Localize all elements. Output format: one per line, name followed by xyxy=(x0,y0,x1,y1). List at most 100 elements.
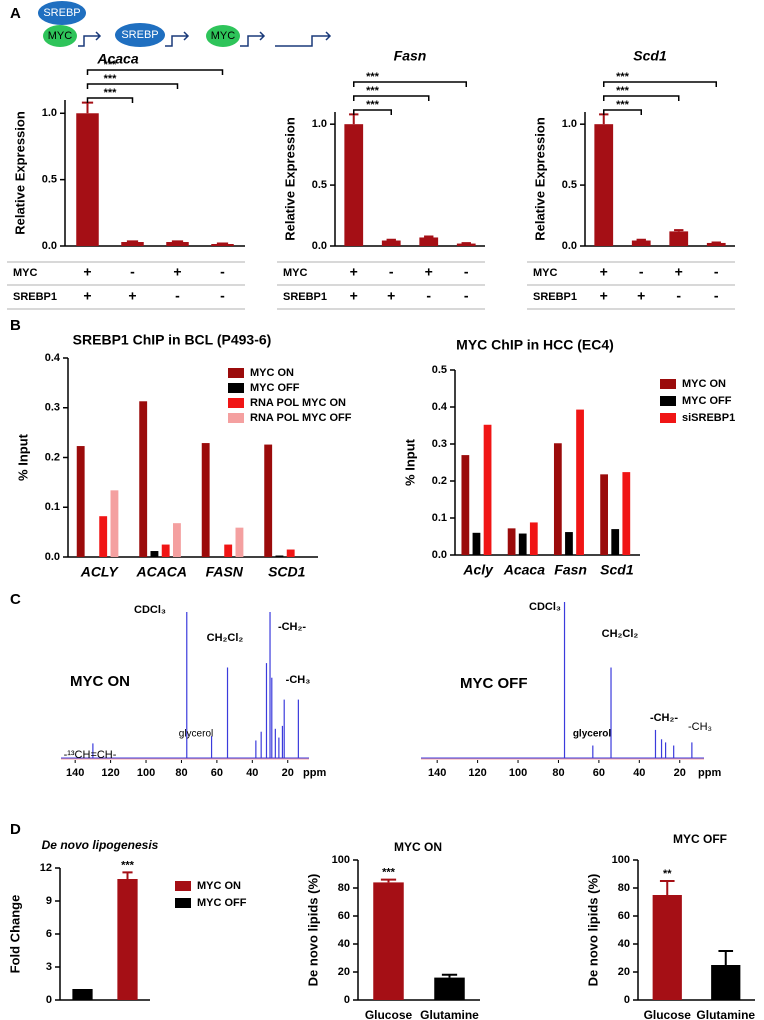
significance-label: *** xyxy=(366,99,380,111)
y-axis-label: De novo lipids (%) xyxy=(585,874,600,987)
y-tick-label: 60 xyxy=(618,910,630,922)
table-cell: - xyxy=(175,288,180,304)
bar xyxy=(483,424,492,555)
table-cell: - xyxy=(639,264,644,280)
bar xyxy=(373,882,404,1000)
table-cell: + xyxy=(173,264,181,280)
bar xyxy=(419,237,439,246)
legend-label: MYC ON xyxy=(197,880,241,892)
peak-annotation: -CH₂- xyxy=(650,712,678,724)
bar xyxy=(576,409,584,555)
table-cell: - xyxy=(676,288,681,304)
schematic-label: SREBP xyxy=(43,7,80,19)
bar xyxy=(507,528,516,555)
peak-annotation: glycerol xyxy=(573,729,612,740)
legend-label: MYC OFF xyxy=(682,395,732,407)
y-tick-label: 0.3 xyxy=(45,402,60,414)
legend-swatch xyxy=(228,368,244,378)
y-tick-label: 0 xyxy=(624,994,630,1006)
bar xyxy=(518,533,527,555)
significance-bracket xyxy=(603,95,680,101)
table-row-label: MYC xyxy=(13,267,38,279)
x-tick-label: Glucose xyxy=(644,1008,692,1020)
panel-label: B xyxy=(10,317,21,334)
y-tick-label: 1.0 xyxy=(562,118,577,130)
table-cell: + xyxy=(128,288,136,304)
bar xyxy=(117,879,138,1000)
bar xyxy=(275,555,284,557)
bar xyxy=(224,544,233,557)
y-tick-label: 3 xyxy=(46,961,52,973)
table-cell: + xyxy=(83,264,91,280)
bar xyxy=(456,243,476,246)
table-cell: - xyxy=(714,288,719,304)
x-tick-label: 140 xyxy=(66,767,84,779)
x-tick-label: 120 xyxy=(468,767,486,779)
bar xyxy=(381,240,401,246)
bar xyxy=(173,523,181,557)
table-cell: + xyxy=(675,264,683,280)
table-cell: + xyxy=(425,264,433,280)
x-tick-label: 40 xyxy=(633,767,645,779)
x-tick-label: ACLY xyxy=(80,564,120,580)
bar xyxy=(110,490,119,557)
error-bar xyxy=(386,238,396,241)
bar xyxy=(461,455,470,555)
y-tick-label: 0.1 xyxy=(432,512,447,524)
table-row-label: MYC xyxy=(283,267,308,279)
bar xyxy=(600,474,608,555)
bar xyxy=(529,522,538,555)
peak-annotation: CDCl₃ xyxy=(134,604,166,616)
legend-swatch xyxy=(660,379,676,389)
y-tick-label: 0.0 xyxy=(45,551,60,563)
spectrum-label: MYC OFF xyxy=(460,675,528,692)
y-tick-label: 0.0 xyxy=(42,240,57,252)
y-tick-label: 40 xyxy=(338,938,350,950)
y-tick-label: 20 xyxy=(338,966,350,978)
legend-swatch xyxy=(228,383,244,393)
significance-label: *** xyxy=(616,85,630,97)
myc-shape xyxy=(43,25,77,47)
y-axis-label: Relative Expression xyxy=(12,111,27,235)
bar xyxy=(594,124,614,246)
error-bar xyxy=(441,973,458,978)
table-row-label: MYC xyxy=(533,267,558,279)
error-bar xyxy=(718,950,734,965)
significance-label: *** xyxy=(104,59,118,71)
y-tick-label: 0.4 xyxy=(432,401,448,413)
y-tick-label: 0.5 xyxy=(432,364,447,376)
x-tick-label: ACACA xyxy=(135,564,187,580)
x-tick-label: 20 xyxy=(282,767,294,779)
table-cell: + xyxy=(350,288,358,304)
table-row-label: SREBP1 xyxy=(283,291,327,303)
x-tick-label: 120 xyxy=(101,767,119,779)
significance-bracket xyxy=(603,109,642,115)
x-tick-label: 140 xyxy=(428,767,446,779)
x-tick-label: Acly xyxy=(462,562,494,578)
error-bar xyxy=(599,113,609,125)
x-tick-label: Glutamine xyxy=(420,1008,479,1020)
table-row-label: SREBP1 xyxy=(533,291,577,303)
y-tick-label: 0 xyxy=(46,994,52,1006)
significance-label: *** xyxy=(382,867,396,879)
legend-swatch xyxy=(660,396,676,406)
y-tick-label: 9 xyxy=(46,895,52,907)
error-bar xyxy=(171,240,184,243)
error-bar xyxy=(81,101,94,114)
y-tick-label: 0.0 xyxy=(562,240,577,252)
peak-annotation: CDCl₃ xyxy=(529,601,561,613)
bar xyxy=(264,444,273,557)
schematic-label: MYC xyxy=(211,30,236,42)
srebp-shape xyxy=(38,1,86,25)
table-cell: - xyxy=(464,264,469,280)
peak-annotation: CH₂Cl₂ xyxy=(602,628,639,640)
peak-annotation: CH₂Cl₂ xyxy=(207,632,244,644)
x-tick-label: 60 xyxy=(211,767,223,779)
significance-label: *** xyxy=(616,71,630,83)
peak-annotation: glycerol xyxy=(179,729,213,740)
significance-label: *** xyxy=(121,859,135,871)
y-tick-label: 0 xyxy=(344,994,350,1006)
y-tick-label: 6 xyxy=(46,928,52,940)
